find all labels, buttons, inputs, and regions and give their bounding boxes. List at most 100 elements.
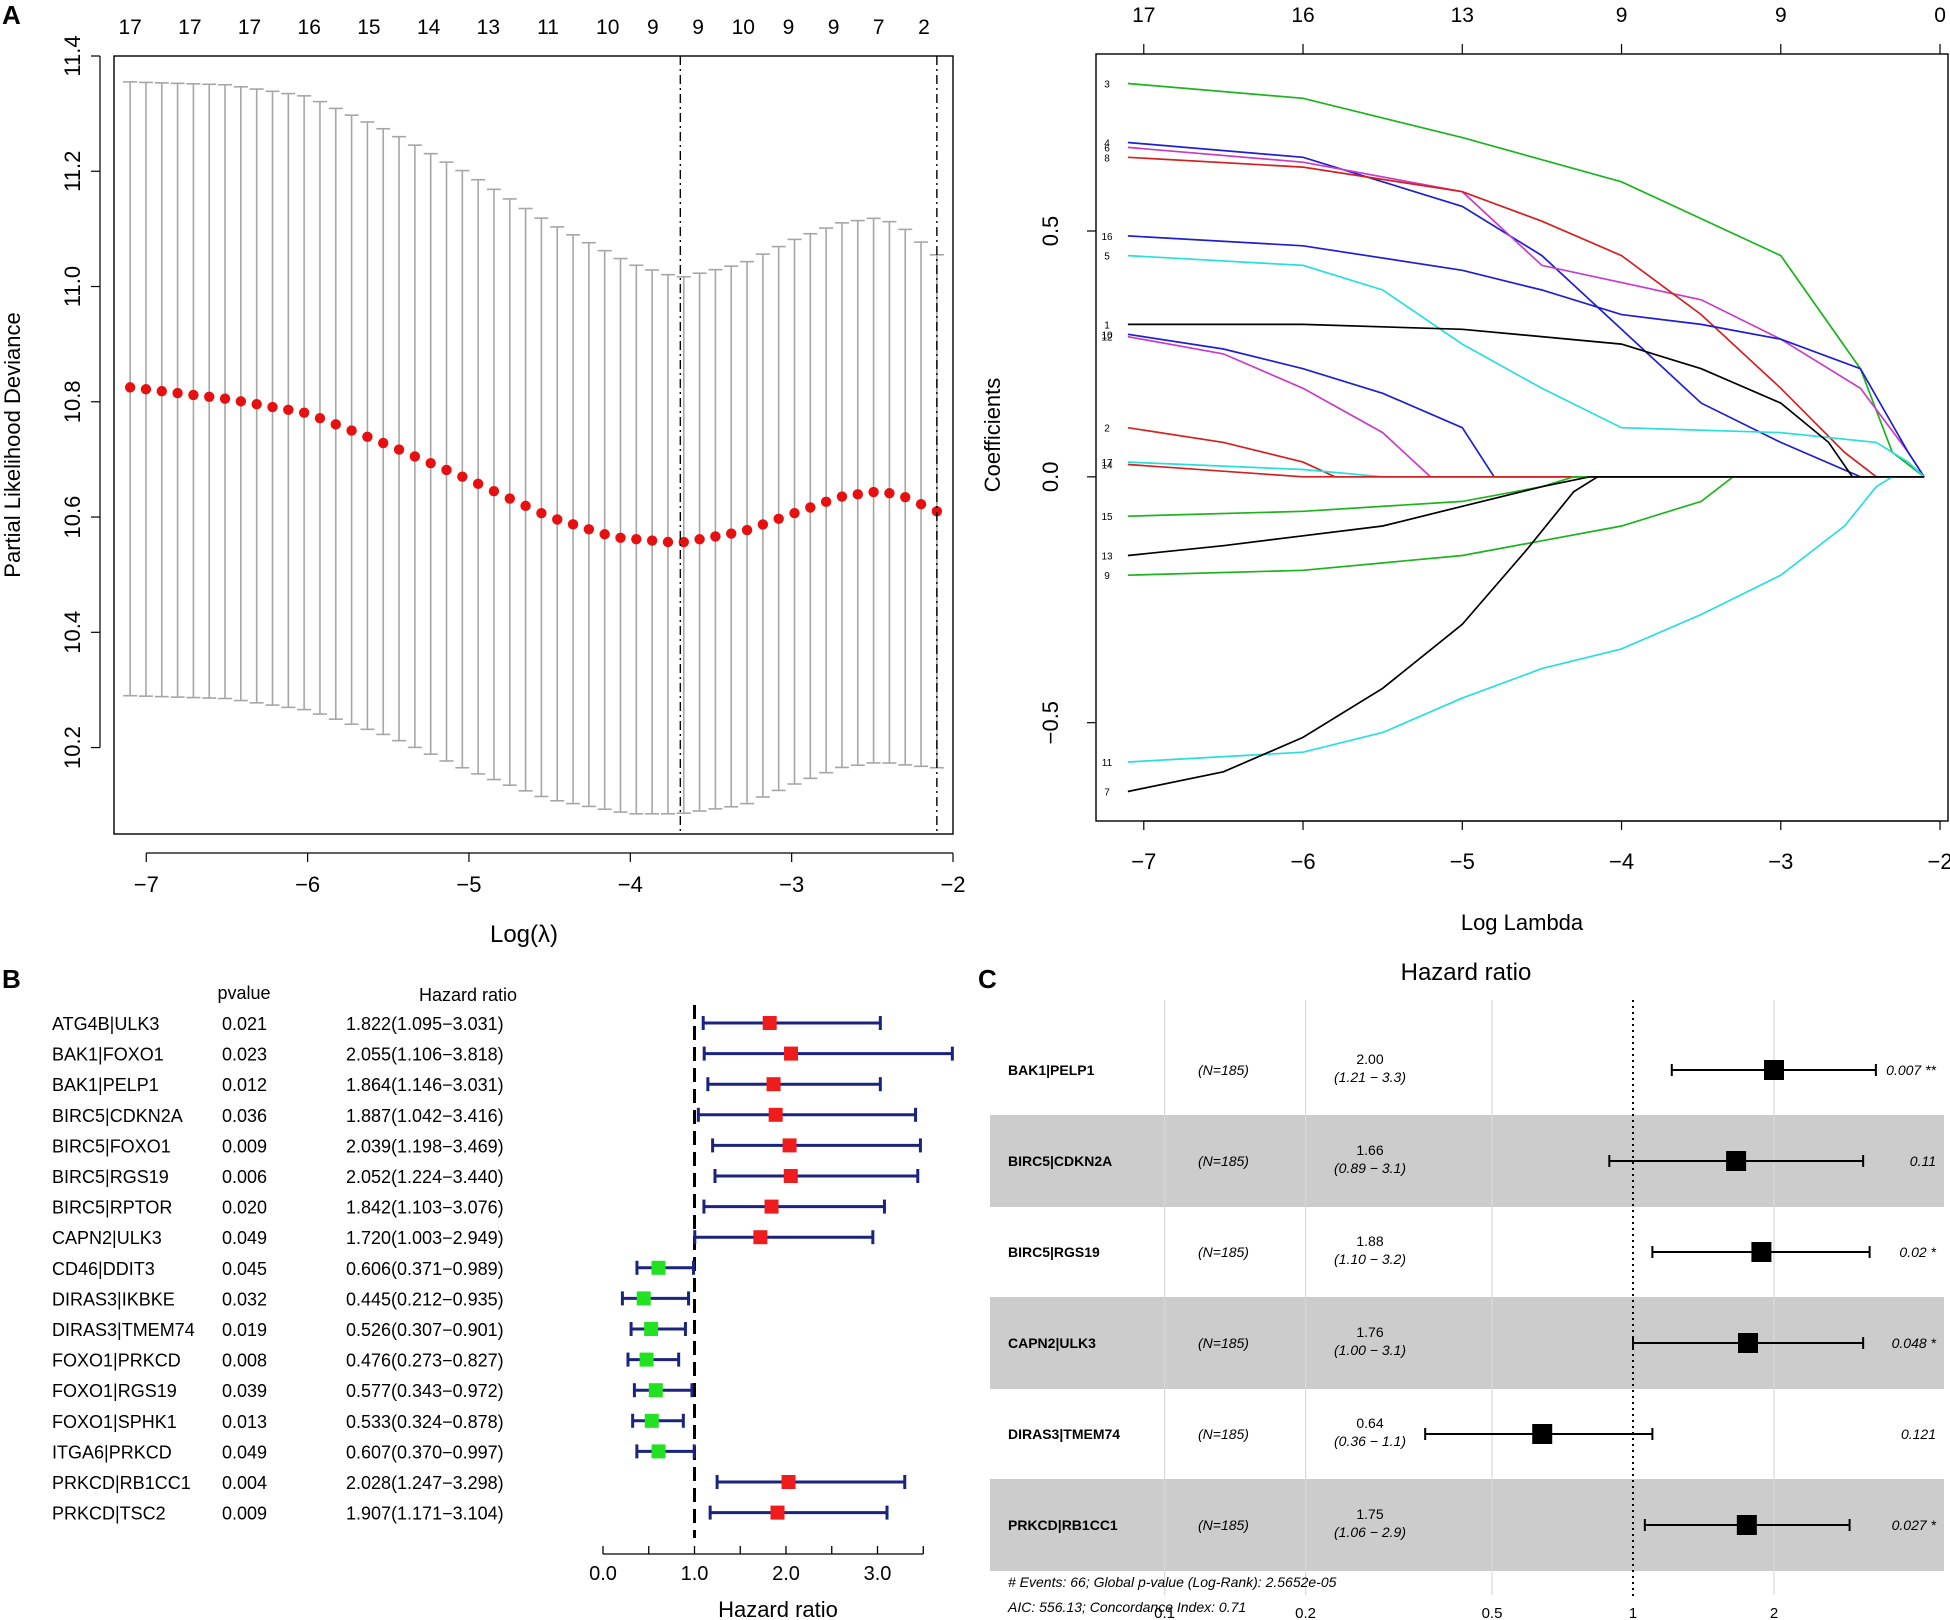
cv-x-tick-label: −7 (134, 872, 159, 897)
lasso-path-label: 17 (1101, 458, 1113, 469)
fb-row-pvalue: 0.009 (222, 1136, 267, 1156)
cv-y-tick-label: 10.2 (60, 726, 85, 769)
cv-mean-point (931, 506, 943, 517)
lasso-x-axis-label: Log Lambda (1461, 910, 1584, 935)
fc-row-pvalue: 0.121 (1901, 1426, 1936, 1442)
fb-x-tick-label: 1.0 (681, 1563, 709, 1585)
cv-mean-point (884, 488, 895, 499)
forest-plot-c: Hazard ratio BAK1|PELP1 (N=185) 2.00 (1.21 … (990, 959, 1944, 1620)
cv-top-nonzero-count: 7 (873, 16, 885, 39)
fb-row-pvalue: 0.036 (222, 1106, 267, 1126)
fc-row-hr: 2.00 (1356, 1051, 1383, 1067)
lasso-top-nonzero-count: 9 (1616, 4, 1628, 27)
lasso-y-tick-label: −0.5 (1038, 701, 1063, 744)
cv-mean-point (805, 502, 816, 513)
cv-mean-point (678, 536, 689, 548)
cv-mean-point (504, 493, 515, 504)
cv-mean-point (330, 419, 341, 430)
fb-row-hr: 1.842(1.103−3.076) (346, 1198, 504, 1218)
cv-mean-point (915, 499, 927, 510)
cv-x-tick-label: −3 (779, 872, 804, 897)
fb-row-hr: 2.052(1.224−3.440) (346, 1167, 504, 1187)
lasso-path-line-16 (1127, 235, 1925, 478)
cv-mean-point (773, 513, 784, 524)
fb-row-name: PRKCD|RB1CC1 (52, 1473, 191, 1493)
cv-mean-point (298, 407, 310, 418)
fc-row-hr: 1.88 (1356, 1233, 1383, 1249)
cv-top-nonzero-count: 9 (647, 16, 659, 39)
fc-row-ci: (1.21 − 3.3) (1334, 1069, 1406, 1085)
cv-mean-point (757, 519, 769, 530)
fc-row-n: (N=185) (1198, 1517, 1249, 1533)
fb-row-name: FOXO1|PRKCD (52, 1351, 181, 1371)
cv-mean-point (204, 391, 215, 402)
fb-row-pvalue: 0.019 (222, 1320, 267, 1340)
fc-row-name: BAK1|PELP1 (1008, 1062, 1095, 1078)
fb-hr-marker (636, 1291, 651, 1306)
fc-x-tick-label: 2 (1770, 1605, 1778, 1620)
fc-hr-marker (1737, 1333, 1758, 1353)
lasso-path-line-13 (1127, 475, 1925, 557)
fb-row-hr: 2.039(1.198−3.469) (346, 1136, 504, 1156)
lasso-path-line-3 (1127, 82, 1925, 478)
fc-row-hr: 0.64 (1356, 1415, 1383, 1431)
cv-mean-point (267, 401, 278, 413)
lasso-y-axis-label: Coefficients (980, 378, 1005, 493)
lasso-path-label: 5 (1104, 252, 1110, 263)
cv-mean-point (409, 451, 421, 462)
lasso-path-label: 12 (1101, 333, 1113, 344)
cv-mean-point (726, 528, 737, 539)
lasso-path-label: 8 (1104, 153, 1110, 164)
cv-mean-point (820, 496, 832, 508)
fb-hr-marker (766, 1077, 781, 1092)
cv-top-nonzero-count: 9 (692, 16, 704, 39)
fb-row-hr: 1.887(1.042−3.416) (346, 1106, 504, 1126)
fb-row-hr: 0.533(0.324−0.878) (346, 1412, 504, 1432)
fb-row-name: FOXO1|RGS19 (52, 1381, 177, 1401)
fb-hr-marker (768, 1107, 783, 1122)
lasso-x-tick-label: −6 (1290, 849, 1315, 874)
lasso-x-tick-label: −2 (1927, 849, 1950, 874)
cv-mean-point (599, 529, 610, 540)
fb-hr-marker (644, 1322, 659, 1336)
cv-top-nonzero-count: 9 (783, 16, 795, 39)
cv-mean-point (631, 533, 642, 545)
fb-row-hr: 0.476(0.273−0.827) (346, 1351, 504, 1371)
fb-row-pvalue: 0.023 (222, 1045, 267, 1065)
fb-row-pvalue: 0.006 (222, 1167, 267, 1187)
panel-label-c: C (978, 964, 997, 994)
lasso-path-line-1 (1127, 323, 1925, 478)
cv-mean-point (583, 524, 595, 535)
fb-row-hr: 0.607(0.370−0.997) (346, 1442, 504, 1462)
fb-row-hr: 0.606(0.371−0.989) (346, 1259, 504, 1279)
fb-x-axis-label: Hazard ratio (718, 1597, 838, 1620)
fb-row-hr: 2.055(1.106−3.818) (346, 1045, 504, 1065)
fc-row-n: (N=185) (1198, 1153, 1249, 1169)
cv-mean-point (124, 382, 136, 393)
cv-top-nonzero-count: 10 (732, 16, 755, 39)
fb-row-name: BIRC5|CDKN2A (52, 1106, 183, 1126)
cv-top-nonzero-count: 11 (537, 16, 559, 39)
cv-mean-point (378, 437, 389, 449)
fc-row-n: (N=185) (1198, 1244, 1249, 1260)
cv-mean-point (567, 519, 579, 530)
panel-label-b: B (2, 964, 21, 994)
cv-y-tick-label: 11.2 (60, 151, 85, 192)
lasso-path-line-7 (1127, 475, 1925, 793)
cv-mean-point (646, 535, 658, 546)
fb-row-name: CAPN2|ULK3 (52, 1228, 162, 1248)
lasso-path-label: 16 (1101, 232, 1113, 243)
fb-hr-marker (770, 1505, 785, 1520)
cv-mean-point (552, 514, 563, 525)
cv-top-nonzero-count: 2 (918, 16, 930, 39)
cv-top-nonzero-count: 17 (178, 16, 201, 39)
fb-hr-marker (762, 1016, 777, 1030)
lasso-top-nonzero-count: 0 (1934, 4, 1946, 27)
fb-hr-marker (781, 1475, 796, 1489)
fc-row-ci: (1.06 − 2.9) (1334, 1524, 1406, 1540)
cv-deviance-chart: −7 −6 −5 −4 −3 −2 10.2 10.4 10.6 10.8 11.0 11.2 11.… (0, 16, 966, 948)
fc-row-n: (N=185) (1198, 1335, 1249, 1351)
cv-mean-point (520, 500, 531, 512)
lasso-path-label: 15 (1101, 512, 1113, 523)
